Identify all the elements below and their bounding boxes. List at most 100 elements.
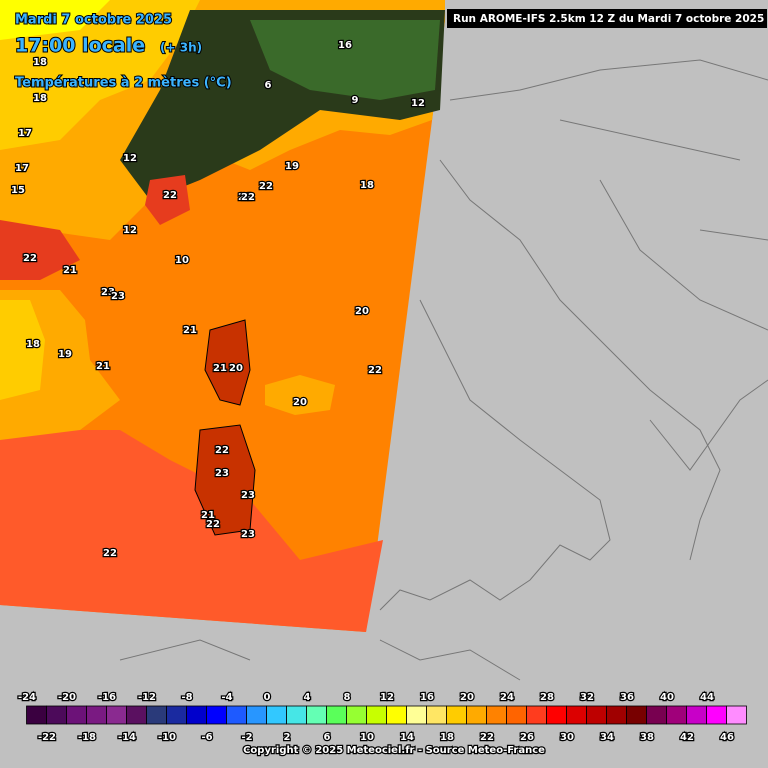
island (194, 424, 256, 536)
colorbar-label: -8 (181, 692, 192, 703)
colorbar-box (546, 705, 567, 725)
temperature-label: 21 (201, 510, 215, 521)
temperature-label: 10 (175, 255, 189, 266)
temperature-label: 21 (63, 265, 77, 276)
colorbar-box (706, 705, 727, 725)
colorbar-label: 8 (344, 692, 351, 703)
colorbar-box (26, 705, 47, 725)
temperature-label: 17 (18, 128, 32, 139)
colorbar-label: -22 (38, 732, 56, 743)
colorbar-box (666, 705, 687, 725)
colorbar-label: -18 (78, 732, 96, 743)
temperature-label: 12 (123, 225, 137, 236)
colorbar-box (446, 705, 467, 725)
colorbar-box (686, 705, 707, 725)
temperature-label: 15 (11, 185, 25, 196)
colorbar-label: 46 (720, 732, 734, 743)
colorbar-box (206, 705, 227, 725)
colorbar-label: 26 (520, 732, 534, 743)
colorbar-box (106, 705, 127, 725)
colorbar-box (126, 705, 147, 725)
colorbar-label: 32 (580, 692, 594, 703)
colorbar-label: 2 (284, 732, 291, 743)
temperature-label: 23 (241, 490, 255, 501)
header: Mardi 7 octobre 2025 17:00 locale (+ 3h)… (14, 12, 233, 92)
temperature-label: 23 (101, 287, 115, 298)
temperature-label: 23 (241, 529, 255, 540)
colorbar-label: 0 (264, 692, 271, 703)
run-label: Run AROME-IFS 2.5km 12 Z du Mardi 7 octo… (453, 13, 764, 25)
colorbar-box (146, 705, 167, 725)
temperature-label: 22 (163, 190, 177, 201)
colorbar-box (646, 705, 667, 725)
colorbar-box (406, 705, 427, 725)
colorbar-label: 40 (660, 692, 674, 703)
temperature-label: 22 (259, 181, 273, 192)
colorbar-label: 36 (620, 692, 634, 703)
date: Mardi 7 octobre 2025 (15, 13, 172, 28)
colorbar-label: -10 (158, 732, 176, 743)
colorbar-box (506, 705, 527, 725)
temperature-label: 17 (15, 163, 29, 174)
temperature-label: 6 (265, 80, 272, 91)
colorbar-label: 44 (700, 692, 714, 703)
colorbar-label: 10 (360, 732, 374, 743)
temperature-label: 20 (229, 363, 243, 374)
colorbar-box (586, 705, 607, 725)
time: 17:00 locale (15, 35, 145, 57)
colorbar-box (66, 705, 87, 725)
colorbar-label: 38 (640, 732, 654, 743)
temperature-label: 18 (33, 57, 47, 68)
colorbar-box (486, 705, 507, 725)
colorbar-box (386, 705, 407, 725)
colorbar-label: 42 (680, 732, 694, 743)
temperature-label: 18 (33, 93, 47, 104)
colorbar-label: -16 (98, 692, 116, 703)
borders (119, 59, 768, 681)
colorbar-label: -14 (118, 732, 136, 743)
temperature-label: 22 (241, 192, 255, 203)
colorbar-label: 14 (400, 732, 414, 743)
temperature-label: 12 (411, 98, 425, 109)
cool-zone (0, 300, 45, 400)
colorbar-label: 4 (304, 692, 311, 703)
colorbar-box (726, 705, 747, 725)
colorbar-box (286, 705, 307, 725)
colorbar-box (186, 705, 207, 725)
colorbar-label: 22 (480, 732, 494, 743)
colorbar-box (246, 705, 267, 725)
colorbar-label: 12 (380, 692, 394, 703)
warm-spot (0, 220, 80, 280)
colorbar-box (606, 705, 627, 725)
temperature-label: 9 (352, 95, 359, 106)
temperature-label: 21 (238, 192, 252, 203)
colorbar-label: 18 (440, 732, 454, 743)
model-domain (0, 0, 445, 632)
temperature-label: 23 (111, 291, 125, 302)
temperature-label: 21 (96, 361, 110, 372)
warm-spot (145, 175, 190, 225)
temperature-label: 18 (26, 339, 40, 350)
temperature-label: 22 (215, 445, 229, 456)
colorbar-box (326, 705, 347, 725)
colorbar-box (226, 705, 247, 725)
colorbar-box (466, 705, 487, 725)
temperature-label: 22 (23, 253, 37, 264)
copyright: Copyright © 2025 Meteociel.fr - Source M… (243, 745, 545, 756)
colorbar-label: -2 (241, 732, 252, 743)
colorbar-box (266, 705, 287, 725)
mild-zone (265, 375, 335, 415)
temperature-label: 23 (215, 468, 229, 479)
colorbar-box (306, 705, 327, 725)
temperature-label: 21 (183, 325, 197, 336)
cold-zone (0, 0, 200, 150)
colorbar-label: -4 (221, 692, 232, 703)
temperature-label: 22 (368, 365, 382, 376)
alps (250, 20, 440, 100)
colorbar-label: 24 (500, 692, 514, 703)
colorbar-label: -6 (201, 732, 212, 743)
colorbar-label: 6 (324, 732, 331, 743)
run-banner (447, 9, 767, 28)
